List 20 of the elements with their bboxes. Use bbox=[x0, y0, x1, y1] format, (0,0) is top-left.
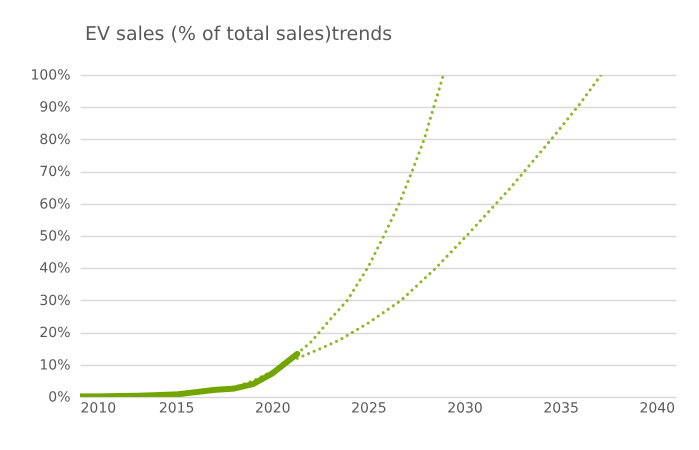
y-tick-label: 0% bbox=[48, 390, 70, 406]
y-tick-label: 90% bbox=[39, 100, 70, 116]
x-tick-label: 2035 bbox=[543, 400, 579, 416]
y-tick-label: 60% bbox=[39, 196, 70, 212]
x-tick-label: 2010 bbox=[80, 400, 116, 416]
y-tick-label: 70% bbox=[39, 164, 70, 180]
line-series bbox=[296, 75, 603, 360]
y-tick-label: 100% bbox=[30, 68, 70, 84]
x-tick-label: 2020 bbox=[254, 400, 291, 416]
y-tick-label: 10% bbox=[39, 357, 70, 374]
x-tick-label: 2040 bbox=[639, 400, 676, 416]
y-tick-label: 30% bbox=[39, 292, 70, 309]
y-tick-label: 80% bbox=[39, 132, 70, 148]
y-tick-label: 20% bbox=[39, 325, 70, 342]
chart-title: EV sales (% of total sales)trends bbox=[85, 23, 392, 45]
x-tick-label: 2025 bbox=[351, 400, 387, 416]
y-tick-label: 40% bbox=[39, 260, 70, 277]
y-tick-label: 50% bbox=[39, 228, 70, 244]
x-tick-label: 2030 bbox=[447, 400, 483, 416]
x-tick-label: 2015 bbox=[158, 400, 194, 416]
